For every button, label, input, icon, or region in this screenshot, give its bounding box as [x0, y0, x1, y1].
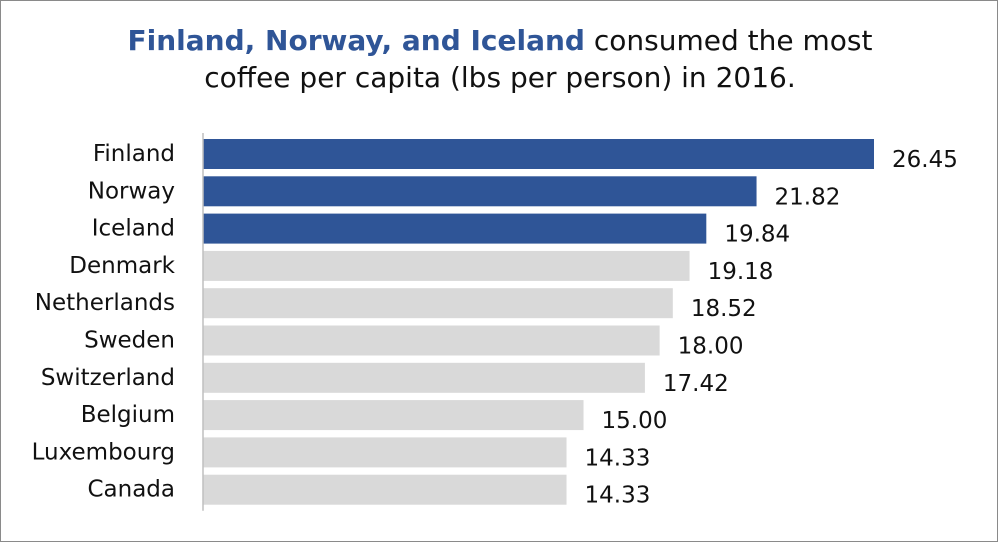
category-labels-group: Finland Norway Iceland Denmark Netherlands Sw… — [32, 141, 176, 503]
category-label-iceland: Iceland — [92, 216, 175, 242]
bar-denmark — [203, 250, 690, 281]
category-label-norway: Norway — [88, 178, 175, 204]
bar-sweden — [203, 325, 660, 356]
bar-luxembourg — [203, 437, 567, 468]
bar-netherlands — [203, 288, 673, 319]
chart-title-highlight: Finland, Norway, and Iceland — [127, 24, 585, 57]
bar-norway — [203, 176, 757, 207]
value-label-canada: 14.33 — [585, 483, 651, 509]
value-label-switzerland: 17.42 — [663, 371, 729, 397]
bar-belgium — [203, 400, 584, 431]
bar-iceland — [203, 213, 707, 244]
category-label-luxembourg: Luxembourg — [32, 439, 175, 465]
chart-title-line2: coffee per capita (lbs per person) in 20… — [204, 61, 796, 94]
category-label-canada: Canada — [87, 477, 175, 503]
value-label-iceland: 19.84 — [724, 222, 790, 248]
category-label-denmark: Denmark — [69, 253, 175, 279]
value-labels-group: 26.45 21.82 19.84 19.18 18.52 18.00 17.42 15.00… — [585, 147, 958, 509]
value-label-finland: 26.45 — [892, 147, 958, 173]
category-label-netherlands: Netherlands — [35, 290, 175, 316]
bar-finland — [203, 139, 874, 169]
category-label-switzerland: Switzerland — [41, 365, 175, 391]
chart-title-line1-rest: consumed the most — [584, 24, 873, 57]
category-label-belgium: Belgium — [81, 402, 175, 428]
bar-switzerland — [203, 362, 645, 393]
value-label-luxembourg: 14.33 — [585, 445, 651, 471]
value-label-norway: 21.82 — [775, 184, 841, 210]
value-label-denmark: 19.18 — [708, 259, 774, 285]
category-label-finland: Finland — [93, 141, 175, 167]
value-label-sweden: 18.00 — [678, 334, 744, 360]
value-label-netherlands: 18.52 — [691, 296, 757, 322]
bar-canada — [203, 474, 567, 505]
value-label-belgium: 15.00 — [602, 408, 668, 434]
bars-group — [203, 139, 874, 505]
category-label-sweden: Sweden — [84, 328, 175, 354]
chart-title: Finland, Norway, and Iceland consumed th… — [0, 22, 1000, 96]
